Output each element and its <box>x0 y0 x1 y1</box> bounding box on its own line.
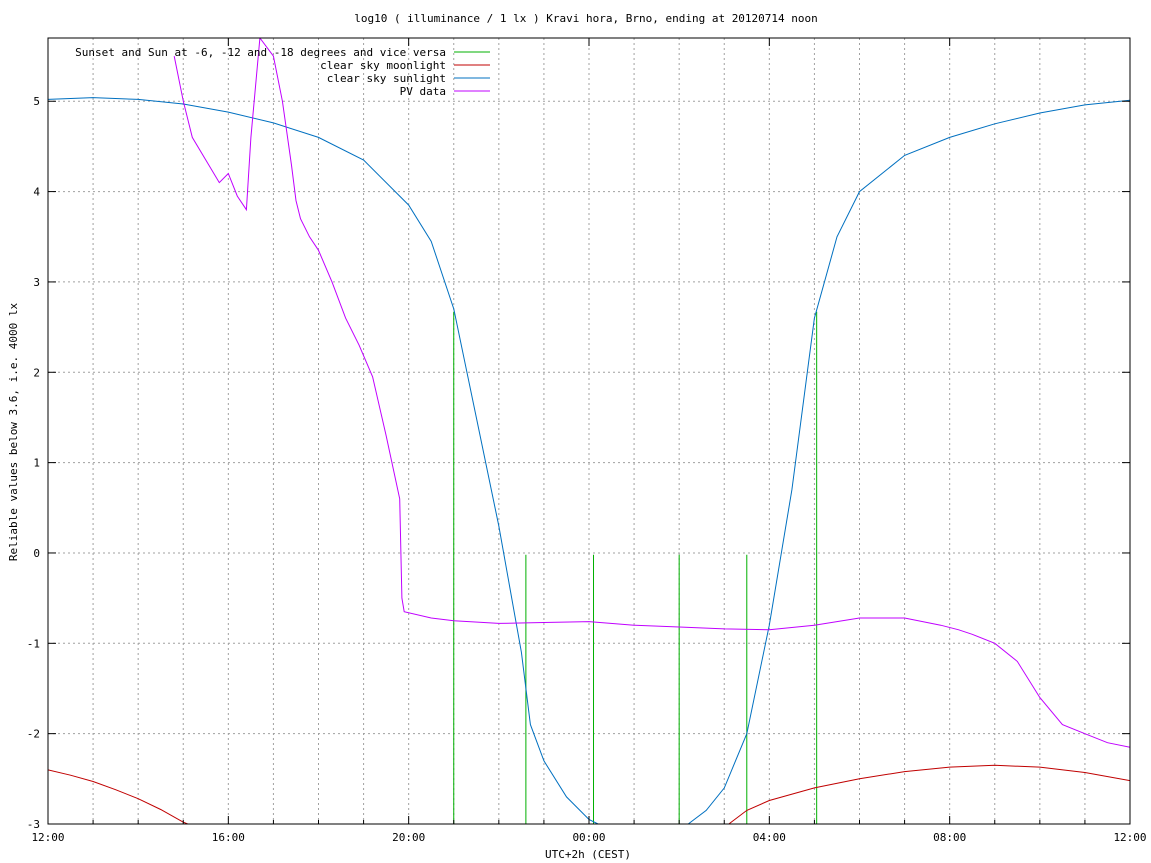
series-1 <box>48 764 1130 824</box>
series-layer <box>48 38 1130 824</box>
x-tick-label: 08:00 <box>933 831 966 844</box>
legend-label-1: clear sky moonlight <box>320 59 446 72</box>
y-tick-label: 4 <box>33 186 40 199</box>
y-tick-label: 2 <box>33 366 40 379</box>
series-1-line <box>48 764 1130 824</box>
series-3-line <box>173 38 1130 748</box>
series-2-line <box>48 97 1130 824</box>
axis-ticks: 12:00 16:00 20:00 00:00 04:00 08:00 12:00-3-2-… <box>27 38 1147 844</box>
y-tick-label: -1 <box>27 637 40 650</box>
y-tick-label: -2 <box>27 728 40 741</box>
series-2 <box>48 97 1130 824</box>
grid-lines <box>48 38 1130 824</box>
x-tick-label: 16:00 <box>212 831 245 844</box>
x-tick-label: 12:00 <box>31 831 64 844</box>
chart-title: log10 ( illuminance / 1 lx ) Kravi hora,… <box>354 12 818 25</box>
plot-frame <box>47 37 1131 825</box>
y-tick-label: 1 <box>33 457 40 470</box>
legend-label-2: clear sky sunlight <box>327 72 446 85</box>
legend-label-3: PV data <box>400 85 446 98</box>
x-tick-label: 04:00 <box>753 831 786 844</box>
y-tick-label: 0 <box>33 547 40 560</box>
y-tick-label: -3 <box>27 818 40 831</box>
y-tick-label: 3 <box>33 276 40 289</box>
legend-label-0: Sunset and Sun at -6, -12 and -18 degree… <box>75 46 446 59</box>
series-3 <box>173 38 1130 748</box>
y-tick-label: 5 <box>33 95 40 108</box>
x-tick-label: 00:00 <box>572 831 605 844</box>
series-0 <box>453 311 818 824</box>
y-axis-label: Reliable values below 3.6, i.e. 4000 lx <box>7 302 20 561</box>
x-tick-label: 12:00 <box>1113 831 1146 844</box>
x-tick-label: 20:00 <box>392 831 425 844</box>
x-axis-label: UTC+2h (CEST) <box>545 848 631 861</box>
legend: Sunset and Sun at -6, -12 and -18 degree… <box>75 46 490 98</box>
